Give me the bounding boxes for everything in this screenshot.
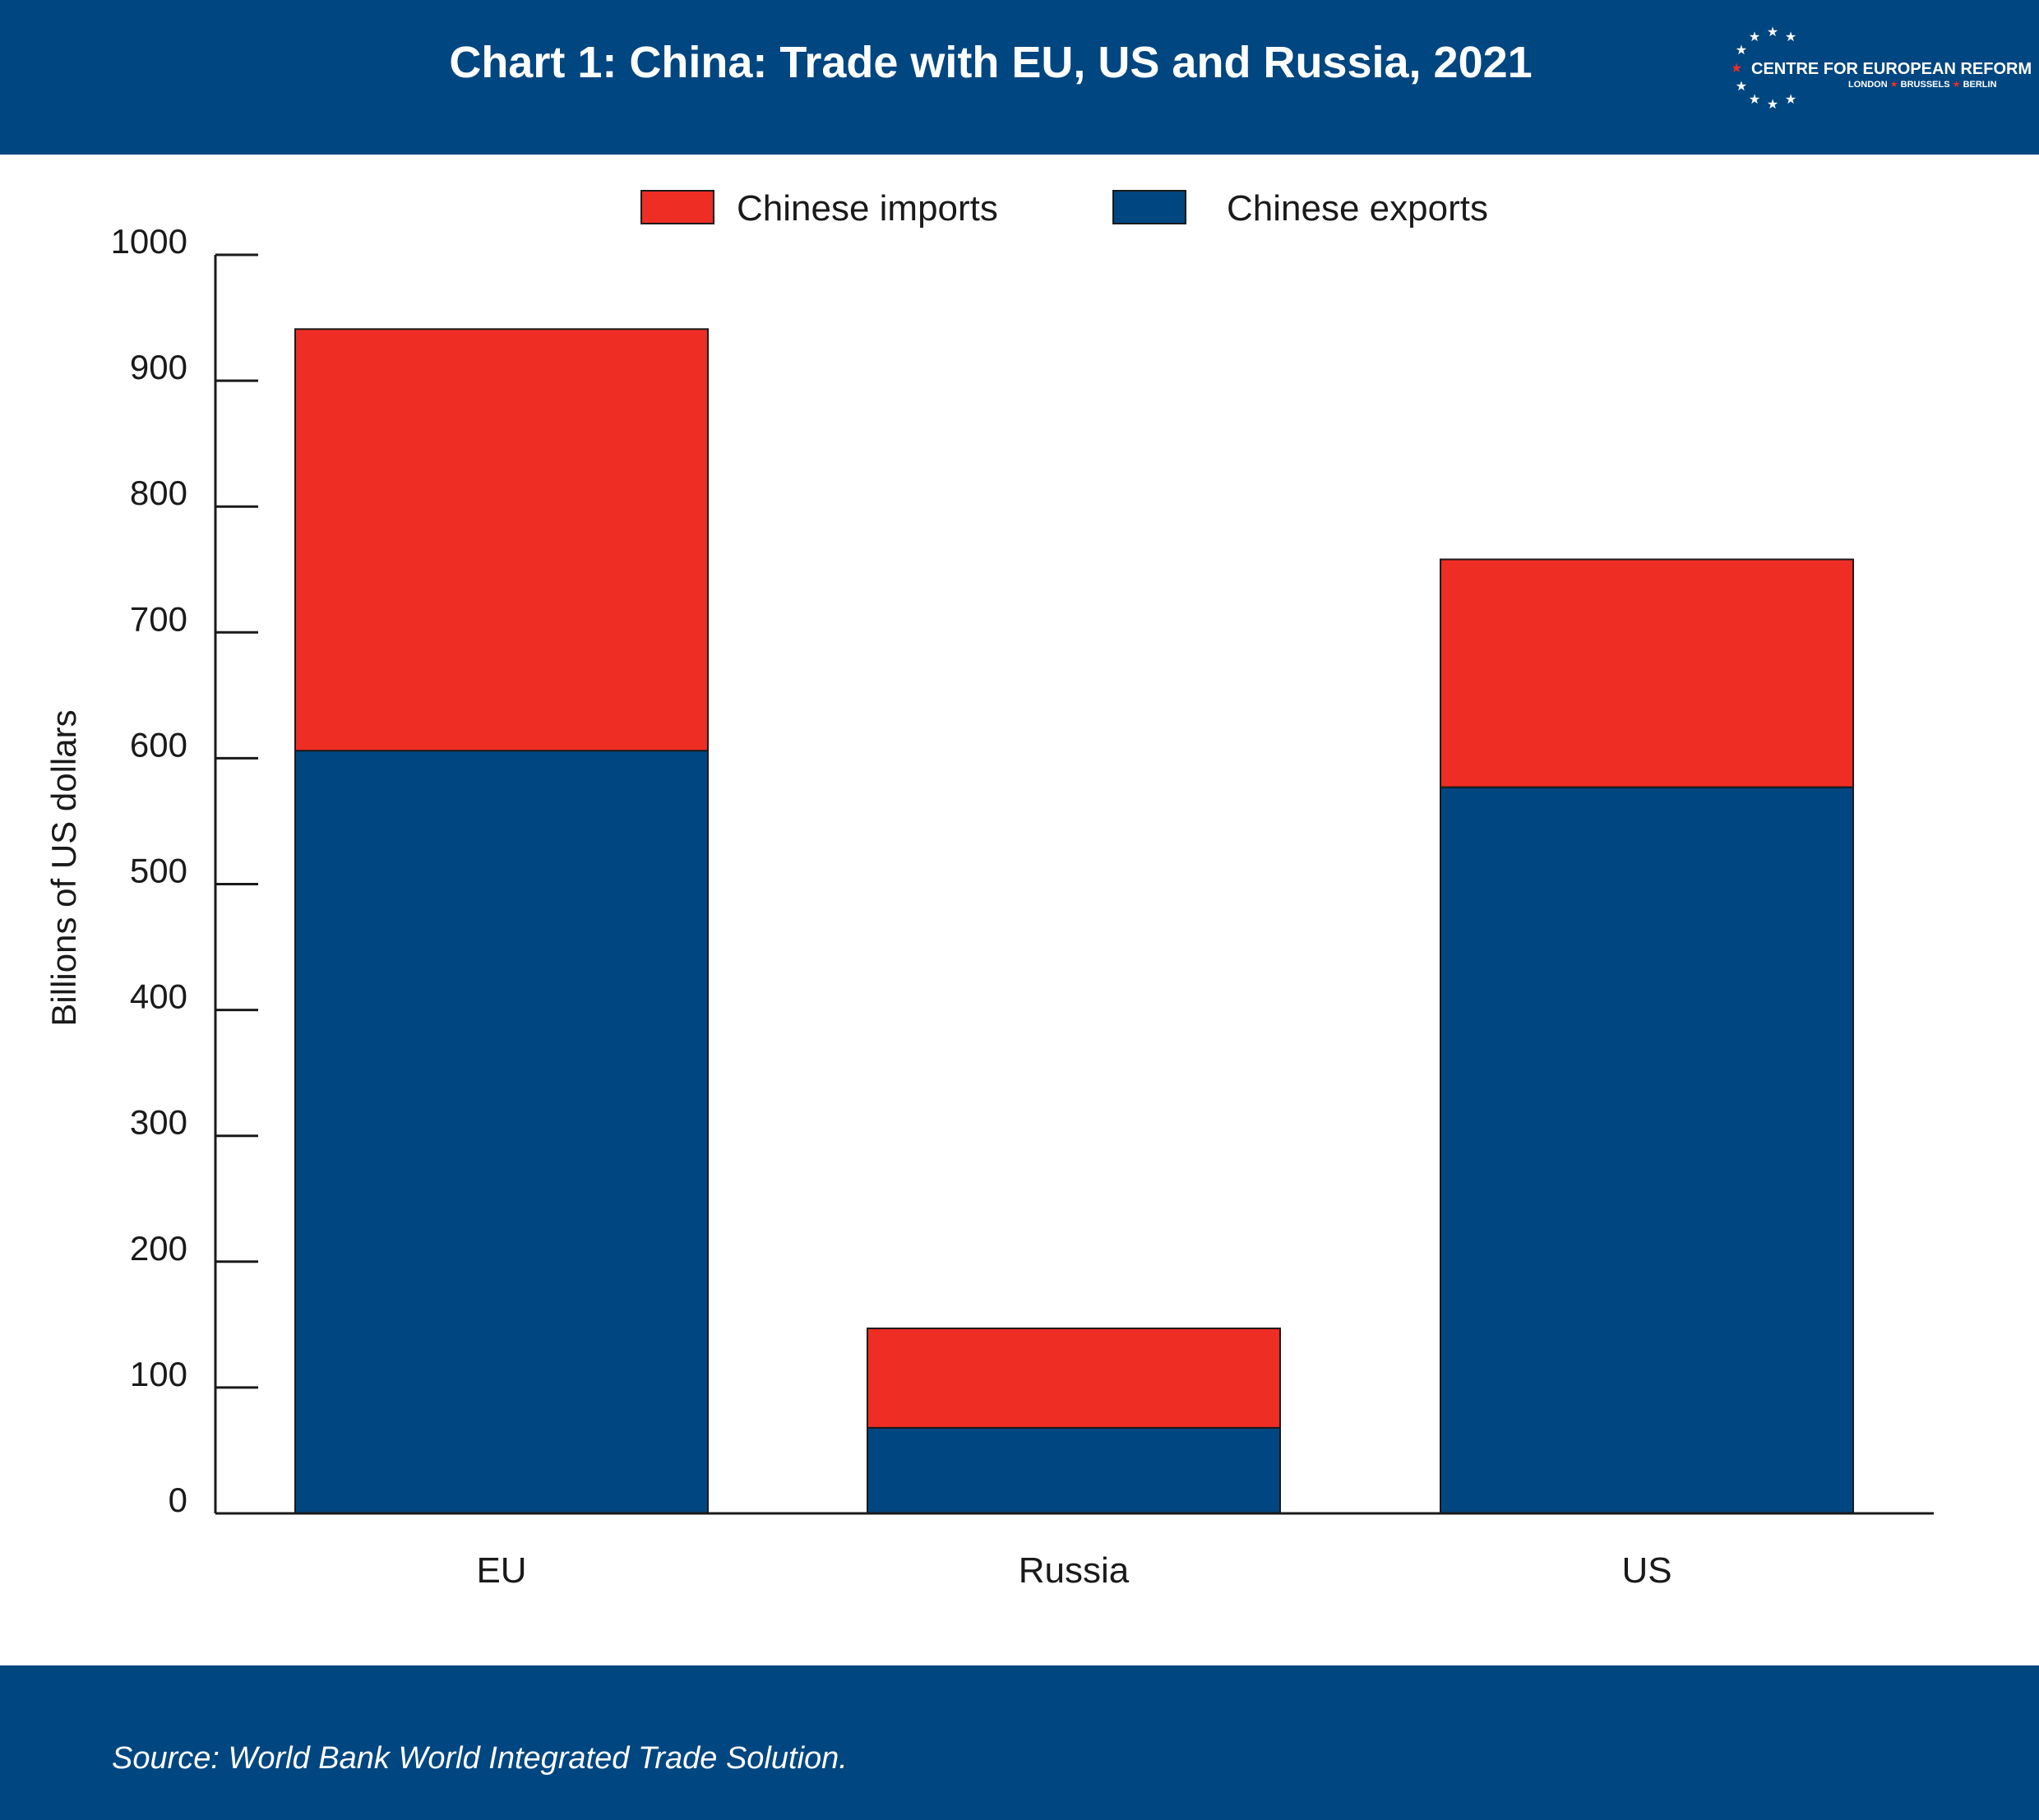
logo-star-icon: ★ [1733, 60, 1742, 76]
source-note: Source: World Bank World Integrated Trad… [112, 1741, 848, 1776]
logo-name: CENTRE FOR EUROPEAN REFORM [1751, 60, 2032, 78]
bar-russia-chinese-imports [867, 1327, 1281, 1429]
header-banner: Chart 1: China: Trade with EU, US and Ru… [0, 0, 2039, 155]
logo-star-icon: ★ [1736, 78, 1747, 94]
logo-city-berlin: BERLIN [1963, 80, 1997, 90]
y-tick-label: 300 [130, 1103, 187, 1142]
logo-star-icon: ★ [1785, 91, 1796, 107]
y-tick-label: 1000 [111, 222, 187, 261]
y-tick-label: 100 [130, 1355, 187, 1393]
x-tick-label-eu: EU [476, 1550, 526, 1591]
logo-star-separator-icon: ★ [1889, 80, 1898, 90]
logo-star-icon: ★ [1785, 29, 1796, 44]
footer-banner: Source: World Bank World Integrated Trad… [0, 1665, 2039, 1820]
bar-eu-chinese-imports [294, 328, 709, 752]
y-tick-label: 500 [130, 852, 187, 890]
logo-star-icon: ★ [1767, 96, 1778, 112]
y-axis-label: Billions of US dollars [44, 709, 83, 1026]
x-tick-label-us: US [1621, 1550, 1671, 1591]
y-tick-label: 0 [169, 1480, 187, 1519]
y-tick-label: 400 [130, 977, 187, 1016]
logo-star-icon: ★ [1749, 29, 1760, 44]
legend-label-chinese-exports: Chinese exports [1227, 188, 1488, 229]
stacked-bar-chart: EU Russia US 0 100 200 300 400 500 600 700 800 900 10… [44, 188, 1934, 1591]
logo-star-icon: ★ [1749, 91, 1760, 107]
star-ring-icon: ★ ★★★★★★★★ [1733, 25, 1796, 112]
legend-swatch-chinese-exports [1112, 190, 1186, 224]
y-tick-label: 700 [130, 599, 187, 638]
logo-star-separator-icon: ★ [1952, 80, 1961, 90]
bar-eu-chinese-exports [294, 750, 709, 1514]
logo-star-icon: ★ [1767, 25, 1778, 39]
y-tick-label: 900 [130, 348, 187, 386]
logo-cities: LONDON ★ BRUSSELS ★ BERLIN [1848, 79, 1997, 90]
bar-russia-chinese-exports [867, 1426, 1281, 1514]
legend-label-chinese-imports: Chinese imports [737, 188, 998, 229]
y-tick-label: 200 [130, 1229, 187, 1268]
y-tick-label: 600 [130, 725, 187, 764]
y-tick-label: 800 [130, 473, 187, 512]
x-tick-label-russia: Russia [1019, 1550, 1130, 1591]
logo-city-brussels: BRUSSELS [1900, 80, 1950, 90]
bar-us-chinese-imports [1440, 558, 1854, 788]
logo-star-icon: ★ [1736, 42, 1747, 58]
cer-logo: ★ ★ ★ ★ ★ ★ ★ ★ ★ CENTRE FOR EUROPEAN REFORM LON… [1733, 25, 2032, 115]
chart-title: Chart 1: China: Trade with EU, US and Ru… [449, 38, 1533, 87]
bar-us-chinese-exports [1440, 786, 1854, 1514]
logo-city-london: LONDON [1848, 80, 1888, 90]
legend-swatch-chinese-imports [640, 190, 714, 224]
